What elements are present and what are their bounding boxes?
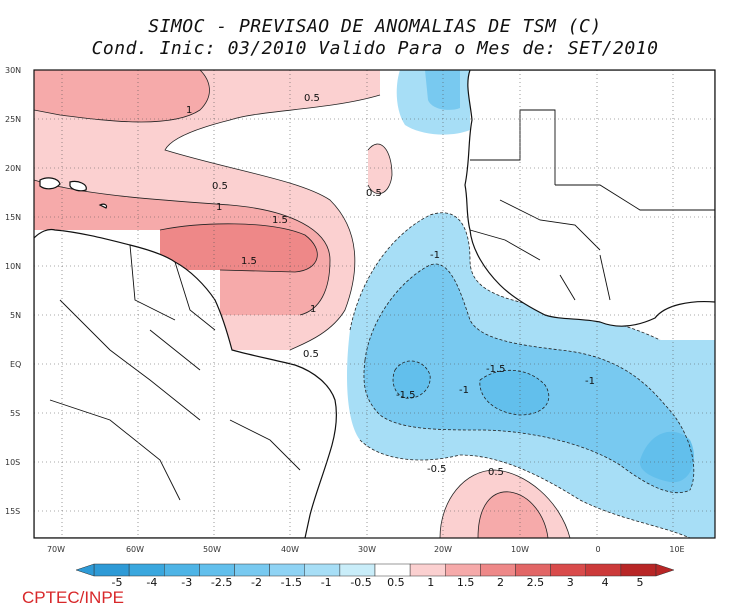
colorbar-swatch	[409, 563, 446, 577]
colorbar-swatch	[550, 563, 586, 577]
lat-label: 15S	[5, 507, 20, 516]
contour-label: 1	[310, 304, 316, 315]
colorbar-tick: -1.5	[281, 576, 302, 589]
contour-label: 0.5	[366, 188, 382, 199]
colorbar-tick: 3	[567, 576, 574, 589]
colorbar-tick: 2	[497, 576, 504, 589]
lat-label: EQ	[10, 360, 21, 369]
contour-label: 0.5	[212, 181, 228, 192]
colorbar-swatch	[164, 563, 200, 577]
colorbar-tick: 5	[637, 576, 644, 589]
contour-label: -1.5	[396, 390, 416, 401]
africa-coast	[464, 70, 715, 327]
colorbar-tick: 2.5	[527, 576, 545, 589]
colorbar-swatch	[304, 563, 341, 577]
colorbar-swatch	[480, 563, 516, 577]
colorbar-swatch	[93, 563, 130, 577]
caribbean-island	[39, 177, 61, 190]
cold-anomaly-peak	[639, 431, 694, 483]
colorbar-tick: 4	[602, 576, 609, 589]
landmasses	[34, 70, 715, 538]
caribbean-island	[69, 180, 87, 192]
lon-label: 30W	[358, 545, 376, 554]
plot-frame	[33, 69, 716, 539]
lat-label: 5S	[10, 409, 20, 418]
lat-label: 20N	[5, 164, 21, 173]
lat-label: 25N	[5, 115, 21, 124]
colorbar-tick: -2.5	[211, 576, 232, 589]
colorbar-max-arrow	[655, 563, 675, 577]
colorbar-swatch	[445, 563, 481, 577]
contour-label: -1	[585, 376, 595, 387]
cold-anomaly-blob	[425, 70, 460, 110]
map-title: SIMOC - PREVISAO DE ANOMALIAS DE TSM (C)	[148, 16, 602, 37]
contour-label: -1.5	[486, 364, 506, 375]
lon-label: 60W	[126, 545, 144, 554]
colorbar-tick: -1	[321, 576, 332, 589]
lon-label: 40W	[281, 545, 299, 554]
contour-label: 1.5	[241, 256, 257, 267]
warm-anomaly-peak	[160, 223, 318, 272]
grid-lines	[34, 70, 715, 538]
latitude-labels: 30N 25N 20N 15N 10N 5N EQ 5S 10S 15S	[5, 66, 21, 516]
colorbar-tick: -3	[181, 576, 192, 589]
brand-label: CPTEC/INPE	[22, 588, 125, 607]
colorbar-tick: -4	[146, 576, 157, 589]
lat-label: 10S	[5, 458, 20, 467]
lon-label: 20W	[434, 545, 452, 554]
warm-anomaly-core	[34, 70, 210, 122]
lon-label: 50W	[203, 545, 221, 554]
contour-label: -1	[430, 250, 440, 261]
lon-label: 70W	[47, 545, 65, 554]
contour-label: 0.5	[303, 349, 319, 360]
colorbar-swatch	[269, 563, 305, 577]
colorbar-swatch	[585, 563, 622, 577]
lat-label: 15N	[5, 213, 21, 222]
contour-label: 0.5	[488, 467, 504, 478]
contour-label: -0.5	[427, 464, 447, 475]
colorbar-swatch	[128, 563, 165, 577]
warm-anomaly-blob	[368, 144, 392, 194]
colorbar: -5 -4 -3 -2.5 -2 -1.5 -1 -0.5 0.5 1 1.5 2 2.5 3 4 5	[75, 563, 675, 589]
lon-label: 10W	[511, 545, 529, 554]
contour-label: 0.5	[304, 93, 320, 104]
warm-anomaly-south-core	[478, 491, 548, 538]
south-america-coast	[34, 228, 338, 538]
colorbar-tick: -0.5	[350, 576, 371, 589]
cold-anomaly-peak	[393, 360, 431, 399]
colorbar-swatch	[515, 563, 551, 577]
contour-label: 1	[186, 105, 192, 116]
contour-label: 1	[216, 202, 222, 213]
colorbar-tick: -5	[112, 576, 123, 589]
colorbar-tick: -2	[251, 576, 262, 589]
longitude-labels: 70W 60W 50W 40W 30W 20W 10W 0 10E	[47, 545, 685, 554]
caribbean-island	[98, 203, 108, 209]
map-subtitle: Cond. Inic: 03/2010 Valido Para o Mes de…	[91, 38, 659, 59]
colorbar-swatch	[234, 563, 270, 577]
colorbar-swatch	[199, 563, 235, 577]
lat-label: 30N	[5, 66, 21, 75]
colorbar-min-arrow	[75, 563, 95, 577]
contour-label: 1.5	[272, 215, 288, 226]
lon-label: 0	[595, 545, 600, 554]
contour-label: -1	[459, 385, 469, 396]
lon-label: 10E	[669, 545, 684, 554]
colorbar-swatch	[374, 563, 411, 577]
colorbar-swatch	[339, 563, 376, 577]
colorbar-swatch	[620, 563, 657, 577]
cold-anomaly-peak	[479, 370, 549, 415]
colorbar-tick: 1	[427, 576, 434, 589]
colorbar-tick: 0.5	[387, 576, 405, 589]
contour-labels: 1 0.5 0.5 0.5 1 1.5 1.5 1 0.5 -1 -1.5 -1…	[186, 93, 595, 478]
lat-label: 10N	[5, 262, 21, 271]
colorbar-tick: 1.5	[457, 576, 475, 589]
lat-label: 5N	[10, 311, 21, 320]
